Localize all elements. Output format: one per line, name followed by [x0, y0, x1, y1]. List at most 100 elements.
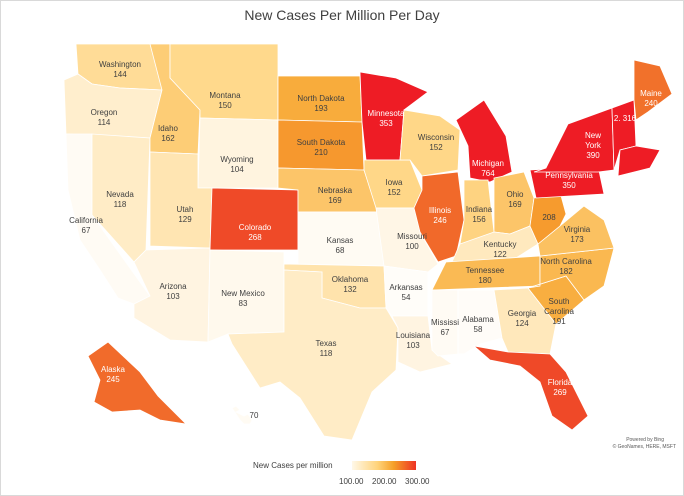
state-west-virginia[interactable]	[529, 191, 567, 245]
state-value-new-mexico: 83	[239, 299, 248, 308]
state-value-florida: 269	[553, 388, 567, 397]
legend-title: New Cases per million	[253, 461, 333, 470]
state-value-nevada: 118	[114, 200, 127, 209]
state-name-alaska: Alaska	[101, 365, 126, 374]
state-name-minnesota: Minnesota	[368, 109, 405, 118]
state-name-wyoming: Wyoming	[220, 155, 253, 164]
state-new-york[interactable]	[533, 107, 615, 173]
state-louisiana[interactable]	[391, 315, 453, 373]
state-value-tennessee: 180	[478, 276, 492, 285]
state-illinois[interactable]	[413, 171, 465, 263]
state-value-iowa: 152	[387, 188, 401, 197]
state-value-south-carolina: 191	[552, 317, 566, 326]
state-hawaii[interactable]	[231, 405, 253, 425]
state-value-colorado: 268	[248, 233, 262, 242]
state-value-oklahoma: 132	[343, 285, 357, 294]
state-name-north-carolina: North Carolina	[540, 257, 592, 266]
state-name-pennsylvania: Pennsylvania	[545, 171, 593, 180]
legend-tick-200: 200.00	[372, 477, 397, 486]
state-value-georgia: 124	[515, 319, 529, 328]
state-name-arkansas: Arkansas	[389, 283, 422, 292]
state-value-arkansas: 54	[402, 293, 411, 302]
state-name-texas: Texas	[316, 339, 337, 348]
state-north-carolina[interactable]	[527, 247, 615, 301]
state-name-florida: Florida	[548, 378, 573, 387]
state-value-arizona: 103	[166, 292, 180, 301]
state-name-georgia: Georgia	[508, 309, 537, 318]
state-value-washington: 144	[113, 70, 127, 79]
state-value-idaho: 162	[161, 134, 175, 143]
state-name-kansas: Kansas	[327, 236, 354, 245]
state-name-colorado: Colorado	[239, 223, 272, 232]
state-name-mississi: Mississi	[431, 318, 459, 327]
state-value-kansas: 68	[336, 246, 345, 255]
state-name-tennessee: Tennessee	[466, 266, 505, 275]
state-name-south-carolina: Carolina	[544, 307, 574, 316]
state-value-north-carolina: 182	[559, 267, 573, 276]
state-value-virginia: 173	[570, 235, 584, 244]
state-value-north-dakota: 193	[314, 104, 328, 113]
state-name-north-dakota: North Dakota	[297, 94, 345, 103]
state-value-wisconsin: 152	[429, 143, 443, 152]
state-name-michigan: Michigan	[472, 159, 504, 168]
state-name-south-dakota: South Dakota	[297, 138, 346, 147]
state-value-vermont: 2. 316	[614, 114, 637, 123]
state-value-texas: 118	[320, 349, 333, 358]
state-value-pennsylvania: 350	[562, 181, 576, 190]
state-value-south-dakota: 210	[314, 148, 328, 157]
state-value-west-virginia: 208	[542, 213, 556, 222]
state-name-oklahoma: Oklahoma	[332, 275, 369, 284]
state-maine[interactable]	[633, 59, 673, 121]
state-name-missouri: Missouri	[397, 232, 427, 241]
state-value-maine: 240	[644, 99, 658, 108]
state-value-minnesota: 353	[379, 119, 393, 128]
state-name-new-mexico: New Mexico	[221, 289, 265, 298]
state-name-south-carolina: South	[549, 297, 570, 306]
state-name-maine: Maine	[640, 89, 662, 98]
state-name-ohio: Ohio	[507, 190, 524, 199]
state-name-wisconsin: Wisconsin	[418, 133, 454, 142]
state-wisconsin[interactable]	[399, 109, 461, 177]
state-name-idaho: Idaho	[158, 124, 179, 133]
state-value-illinois: 246	[433, 216, 447, 225]
state-value-missouri: 100	[405, 242, 419, 251]
state-name-nevada: Nevada	[106, 190, 134, 199]
state-florida[interactable]	[472, 345, 589, 431]
state-name-alabama: Alabama	[462, 315, 494, 324]
legend-tick-300: 300.00	[405, 477, 430, 486]
state-wyoming[interactable]	[197, 117, 279, 189]
state-name-kentucky: Kentucky	[484, 240, 517, 249]
state-name-montana: Montana	[209, 91, 241, 100]
state-name-illinois: Illinois	[429, 206, 451, 215]
state-value-utah: 129	[178, 215, 192, 224]
map-title: New Cases Per Million Per Day	[244, 7, 440, 23]
state-name-new-york: New	[585, 131, 601, 140]
state-texas[interactable]	[227, 269, 399, 441]
state-value-nebraska: 169	[328, 196, 342, 205]
state-name-oregon: Oregon	[91, 108, 118, 117]
state-alaska[interactable]	[87, 341, 188, 425]
state-value-alabama: 58	[474, 325, 483, 334]
state-value-alaska: 245	[106, 375, 120, 384]
state-value-louisiana: 103	[406, 341, 420, 350]
state-new-england[interactable]	[617, 145, 661, 177]
state-value-new-york: 390	[586, 151, 600, 160]
state-value-michigan: 764	[481, 169, 495, 178]
state-value-hawaii: 70	[250, 411, 259, 420]
state-name-virginia: Virginia	[564, 225, 591, 234]
state-name-nebraska: Nebraska	[318, 186, 353, 195]
state-name-louisiana: Louisiana	[396, 331, 431, 340]
state-value-kentucky: 122	[493, 250, 507, 259]
state-mississi[interactable]	[431, 289, 459, 357]
attribution-copyright: © GeoNames, HERE, MSFT	[612, 444, 676, 450]
state-value-mississi: 67	[441, 328, 450, 337]
state-value-california: 67	[82, 226, 91, 235]
state-name-iowa: Iowa	[386, 178, 403, 187]
legend-tick-100: 100.00	[339, 477, 364, 486]
legend-color-scale	[352, 461, 416, 470]
state-value-oregon: 114	[98, 118, 111, 127]
attribution-powered-by: Powered by Bing	[626, 437, 664, 443]
state-name-california: California	[69, 216, 103, 225]
state-value-wyoming: 104	[230, 165, 244, 174]
state-value-ohio: 169	[508, 200, 522, 209]
